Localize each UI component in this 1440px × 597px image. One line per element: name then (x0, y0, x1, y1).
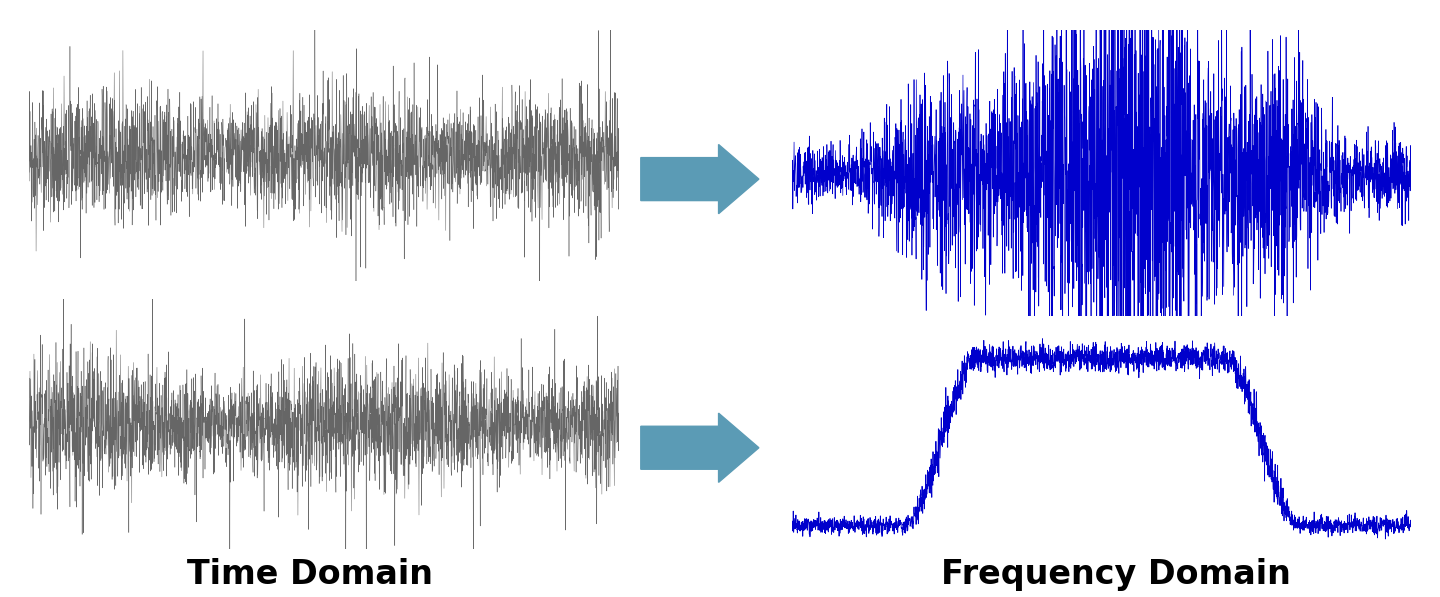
FancyArrow shape (641, 413, 759, 482)
Text: Time Domain: Time Domain (187, 558, 432, 591)
FancyArrow shape (641, 144, 759, 214)
Text: Frequency Domain: Frequency Domain (942, 558, 1290, 591)
